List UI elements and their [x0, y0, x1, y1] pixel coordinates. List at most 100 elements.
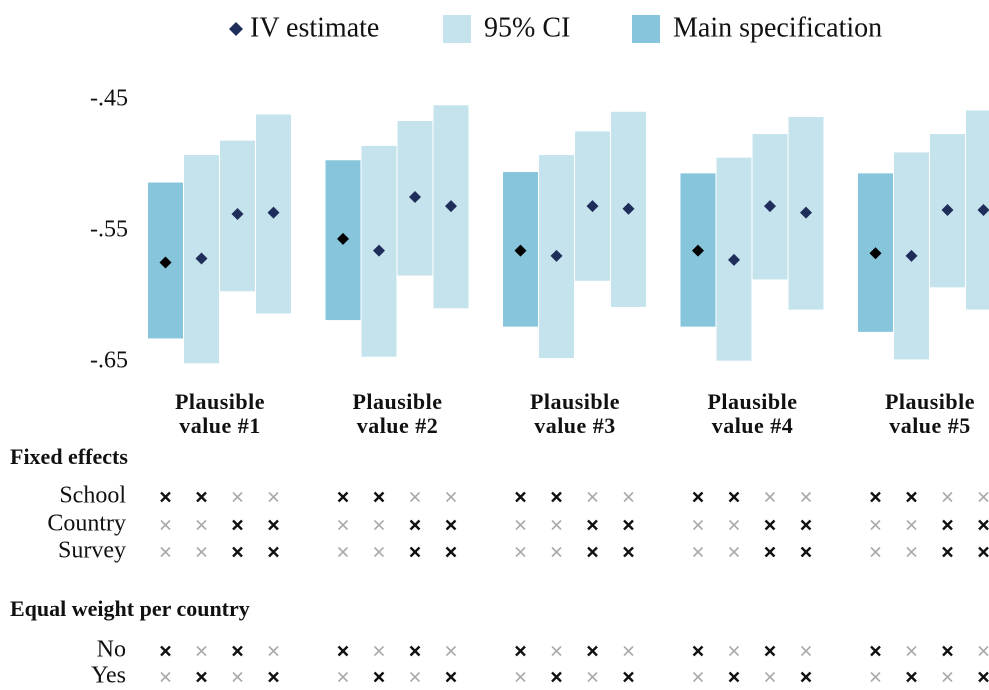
estimate-marker [869, 247, 882, 260]
indicator-cross [445, 671, 457, 683]
cross-stroke [870, 519, 881, 531]
indicator-cross [692, 645, 704, 657]
estimate-marker [728, 253, 740, 266]
indicator-cross [445, 645, 457, 657]
estimate-marker [764, 200, 776, 213]
indicator-cross [692, 671, 704, 683]
indicator-cross [942, 519, 953, 531]
cross-stroke [764, 645, 776, 657]
cross-stroke [160, 671, 171, 683]
indicator-cross [268, 546, 279, 558]
indicator-cross [373, 671, 385, 683]
indicator-cross [800, 491, 812, 503]
y-tick-label: -.55 [90, 217, 128, 243]
indicator-cross [445, 546, 457, 558]
indicator-cross [942, 671, 953, 683]
cross-stroke [764, 546, 776, 558]
indicator-cross [232, 491, 243, 503]
cross-stroke [268, 671, 279, 683]
indicator-cross [942, 546, 953, 558]
indicator-cross [551, 491, 562, 503]
indicator-cross [978, 491, 989, 503]
cross-stroke [409, 491, 421, 503]
legend-swatch [632, 15, 660, 43]
indicator-cross [870, 519, 881, 531]
cross-stroke [942, 491, 953, 503]
cross-stroke [373, 546, 385, 558]
legend-label: 95% CI [484, 12, 570, 43]
cross-stroke [337, 645, 349, 657]
indicator-cross [196, 671, 207, 683]
cross-stroke [409, 519, 421, 531]
cross-stroke [728, 491, 740, 503]
indicator-cross [551, 519, 562, 531]
cross-stroke [551, 671, 562, 683]
cross-stroke [623, 491, 634, 503]
indicator-cross [978, 645, 989, 657]
cross-stroke [409, 671, 421, 683]
estimate-marker [550, 249, 563, 262]
estimate-marker [409, 190, 421, 203]
indicator-cross [800, 519, 812, 531]
ci-bar [966, 110, 989, 310]
cross-stroke [764, 519, 776, 531]
cross-stroke [942, 519, 953, 531]
cross-stroke [692, 645, 704, 657]
cross-stroke [978, 546, 989, 558]
indicator-cross [728, 519, 740, 531]
indicator-cross [196, 546, 207, 558]
cross-stroke [978, 645, 989, 657]
indicator-cross [337, 519, 349, 531]
indicator-cross [870, 645, 881, 657]
indicator-cross [728, 491, 740, 503]
cross-stroke [373, 645, 385, 657]
cross-stroke [800, 645, 812, 657]
cross-stroke [232, 491, 243, 503]
indicator-cross [515, 519, 526, 531]
cross-stroke [232, 645, 243, 657]
estimate-marker [692, 244, 704, 257]
indicator-cross [870, 491, 881, 503]
indicator-cross [551, 546, 562, 558]
cross-stroke [906, 645, 917, 657]
cross-stroke [942, 645, 953, 657]
indicator-cross [906, 491, 917, 503]
indicator-cross [337, 671, 349, 683]
cross-stroke [551, 491, 562, 503]
indicator-cross [445, 491, 457, 503]
indicator-cross [587, 519, 598, 531]
cross-stroke [515, 519, 526, 531]
indicator-cross [337, 491, 349, 503]
cross-stroke [160, 491, 171, 503]
cross-stroke [623, 519, 634, 531]
cross-stroke [373, 519, 385, 531]
estimate-marker [159, 256, 172, 269]
cross-stroke [196, 519, 207, 531]
row-label: No [97, 637, 126, 663]
cross-stroke [692, 546, 704, 558]
legend-swatch [443, 15, 471, 43]
cross-stroke [728, 546, 740, 558]
indicator-cross [870, 546, 881, 558]
estimate-marker [977, 204, 989, 217]
cross-stroke [692, 671, 704, 683]
cross-stroke [978, 519, 989, 531]
cross-stroke [337, 671, 349, 683]
cross-stroke [800, 546, 812, 558]
cross-stroke [337, 519, 349, 531]
cross-stroke [800, 671, 812, 683]
estimate-marker [267, 206, 280, 219]
cross-stroke [373, 671, 385, 683]
indicator-cross [587, 645, 598, 657]
indicator-cross [445, 519, 457, 531]
cross-stroke [870, 491, 881, 503]
indicator-cross [623, 645, 634, 657]
cross-stroke [587, 546, 598, 558]
cross-stroke [906, 491, 917, 503]
cross-stroke [623, 546, 634, 558]
cross-stroke [692, 491, 704, 503]
cross-stroke [587, 645, 598, 657]
y-tick-label: -.65 [90, 348, 128, 374]
